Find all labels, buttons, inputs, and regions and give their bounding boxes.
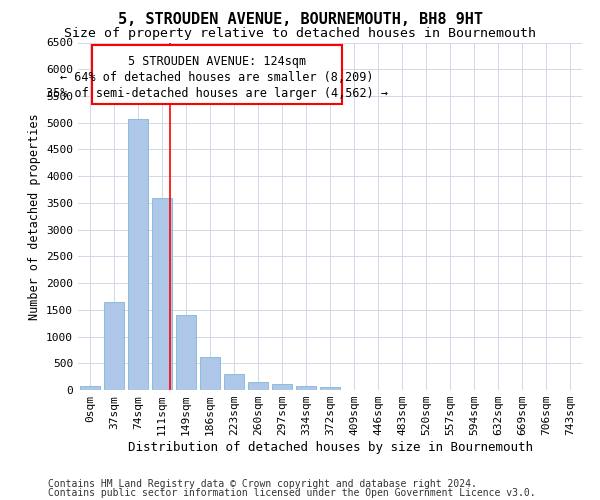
Bar [272, 384, 292, 390]
Bar [176, 315, 196, 390]
Bar [200, 357, 220, 390]
Bar [248, 382, 268, 390]
Bar [152, 198, 172, 390]
Bar [128, 120, 148, 390]
Text: Size of property relative to detached houses in Bournemouth: Size of property relative to detached ho… [64, 28, 536, 40]
Bar [320, 387, 340, 390]
Text: 35% of semi-detached houses are larger (4,562) →: 35% of semi-detached houses are larger (… [46, 87, 388, 100]
Text: Contains HM Land Registry data © Crown copyright and database right 2024.: Contains HM Land Registry data © Crown c… [48, 479, 477, 489]
Bar [224, 374, 244, 390]
Y-axis label: Number of detached properties: Number of detached properties [28, 113, 41, 320]
Bar [80, 386, 100, 390]
X-axis label: Distribution of detached houses by size in Bournemouth: Distribution of detached houses by size … [128, 441, 533, 454]
Text: ← 64% of detached houses are smaller (8,209): ← 64% of detached houses are smaller (8,… [61, 71, 374, 84]
Text: Contains public sector information licensed under the Open Government Licence v3: Contains public sector information licen… [48, 488, 536, 498]
Text: 5 STROUDEN AVENUE: 124sqm: 5 STROUDEN AVENUE: 124sqm [128, 55, 306, 68]
Bar [296, 386, 316, 390]
FancyBboxPatch shape [92, 45, 342, 104]
Bar [104, 302, 124, 390]
Text: 5, STROUDEN AVENUE, BOURNEMOUTH, BH8 9HT: 5, STROUDEN AVENUE, BOURNEMOUTH, BH8 9HT [118, 12, 482, 28]
